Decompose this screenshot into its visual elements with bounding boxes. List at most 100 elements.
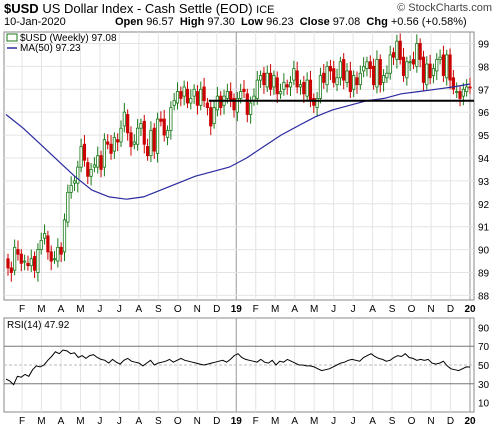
candle-body xyxy=(378,59,382,86)
rsi-x-tick-label: A xyxy=(369,416,376,427)
candle-body xyxy=(328,65,333,72)
candle-body xyxy=(375,59,379,88)
price-x-tick-label: O xyxy=(408,304,416,315)
candle-body xyxy=(292,68,296,81)
candle-body xyxy=(192,88,196,97)
candle-body xyxy=(42,233,47,239)
candle-body xyxy=(13,246,17,271)
candle-body xyxy=(268,72,273,90)
candle-body xyxy=(411,59,416,65)
price-x-tick-label: J xyxy=(331,304,336,315)
rsi-y-tick-label: 70 xyxy=(478,342,490,353)
candle-body xyxy=(136,127,140,145)
candle-body xyxy=(398,40,402,60)
candle-body xyxy=(202,86,206,102)
candle-body xyxy=(395,40,399,60)
rsi-x-tick-label: D xyxy=(447,416,454,427)
brand-watermark: © StockCharts.com xyxy=(397,2,492,14)
candle-body xyxy=(448,54,452,81)
candle-body xyxy=(19,253,23,264)
rsi-x-tick-label: J xyxy=(351,416,356,427)
rsi-x-tick-label: J xyxy=(117,416,122,427)
candle-body xyxy=(408,61,412,64)
candle-body xyxy=(312,98,316,106)
price-y-tick-label: 88 xyxy=(478,291,490,302)
candle-body xyxy=(162,118,166,136)
candle-body xyxy=(385,72,389,79)
quote-date: 10-Jan-2020 xyxy=(4,16,66,28)
candle-body xyxy=(189,98,193,104)
rsi-y-tick-label: 90 xyxy=(478,323,490,334)
legend-price-series: $USD (Weekly) 97.08 xyxy=(20,33,117,44)
candle-body xyxy=(195,91,200,106)
candle-body xyxy=(325,65,329,86)
price-y-tick-label: 99 xyxy=(478,39,490,50)
price-x-tick-label: A xyxy=(58,304,65,315)
price-y-tick-label: 89 xyxy=(478,269,490,280)
price-y-tick-label: 93 xyxy=(478,177,490,188)
price-x-tick-label: M xyxy=(310,304,318,315)
candle-body xyxy=(169,107,173,131)
price-y-tick-label: 95 xyxy=(478,131,490,142)
symbol: $USD xyxy=(4,1,39,16)
candle-body xyxy=(358,72,362,86)
candle-body xyxy=(152,127,156,152)
candle-body xyxy=(372,65,376,86)
price-x-tick-label: S xyxy=(155,304,162,315)
exchange: ICE xyxy=(256,4,275,16)
candle-body xyxy=(199,88,203,106)
price-y-tick-label: 91 xyxy=(478,223,490,234)
candle-body xyxy=(275,77,279,95)
candle-body xyxy=(116,139,120,143)
candle-body xyxy=(362,65,366,72)
price-x-tick-label: 19 xyxy=(231,304,243,315)
low-value: 96.23 xyxy=(266,16,294,28)
candle-body xyxy=(249,102,253,115)
candle-body xyxy=(455,91,459,93)
candle-body xyxy=(59,246,63,255)
candle-body xyxy=(438,56,442,60)
candle-body xyxy=(388,54,392,74)
high-label: High xyxy=(179,16,205,28)
chart-title: $USD US Dollar Index - Cash Settle (EOD)… xyxy=(4,1,275,16)
candle-body xyxy=(219,95,223,108)
candle-body xyxy=(435,59,439,72)
candle-body xyxy=(461,88,465,97)
candle-body xyxy=(6,258,10,269)
candle-body xyxy=(205,102,210,108)
candle-body xyxy=(441,54,446,76)
candle-body xyxy=(391,52,396,58)
candle-body xyxy=(295,70,299,88)
rsi-x-tick-label: O xyxy=(408,416,416,427)
candle-body xyxy=(445,54,449,79)
price-y-tick-label: 94 xyxy=(478,154,490,165)
candle-body xyxy=(431,68,436,76)
candle-body xyxy=(106,141,110,145)
rsi-x-tick-label: M xyxy=(37,416,45,427)
quote-summary: Open 96.57 High 97.30 Low 96.23 Close 97… xyxy=(115,16,467,28)
candle-body xyxy=(272,75,276,88)
price-x-tick-label: A xyxy=(136,304,143,315)
candle-body xyxy=(96,155,100,168)
candle-body xyxy=(405,61,409,79)
candle-body xyxy=(149,130,153,157)
candle-body xyxy=(92,164,97,168)
rsi-x-tick-label: N xyxy=(194,416,201,427)
candle-body xyxy=(76,166,80,184)
candle-body xyxy=(468,86,472,89)
rsi-x-tick-label: M xyxy=(76,416,84,427)
candle-body xyxy=(26,262,30,267)
candle-body xyxy=(458,91,462,99)
candle-body xyxy=(185,88,190,104)
rsi-x-tick-label: F xyxy=(19,416,25,427)
candle-body xyxy=(109,143,113,154)
candle-body xyxy=(69,185,73,193)
price-y-tick-label: 97 xyxy=(478,85,490,96)
candle-body xyxy=(9,267,13,273)
candle-body xyxy=(29,258,33,267)
candle-body xyxy=(175,91,180,104)
rsi-y-tick-label: 10 xyxy=(478,399,490,410)
rsi-x-tick-label: 20 xyxy=(464,416,476,427)
candle-body xyxy=(212,107,216,125)
candle-body xyxy=(52,258,57,261)
